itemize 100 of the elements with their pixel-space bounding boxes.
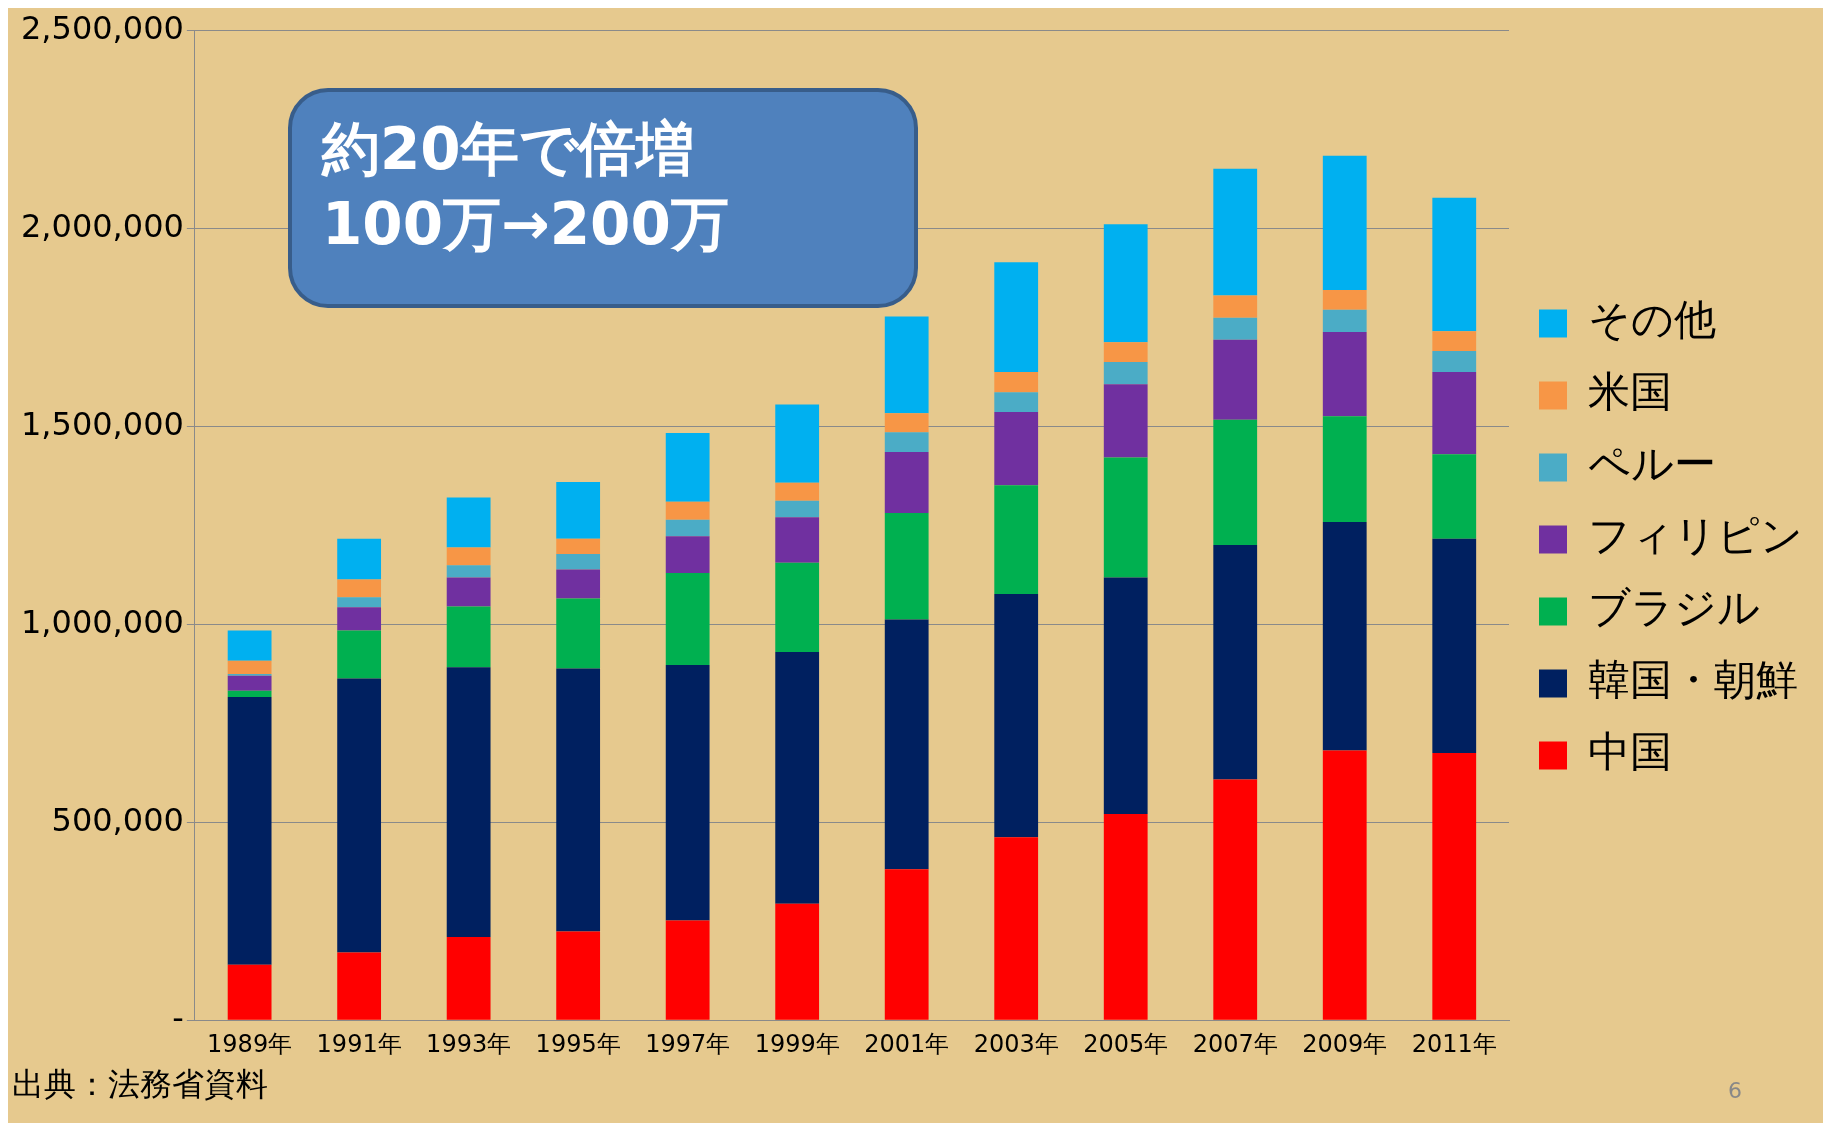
bar bbox=[775, 500, 820, 518]
y-tick-label: 1,500,000 bbox=[21, 404, 184, 443]
bar bbox=[884, 316, 929, 414]
bar bbox=[337, 607, 382, 631]
bar bbox=[665, 501, 710, 520]
bar bbox=[884, 413, 929, 433]
bar bbox=[994, 411, 1039, 486]
x-tick-label: 1993年 bbox=[426, 1029, 512, 1058]
bar bbox=[994, 371, 1039, 393]
x-tick-label: 1999年 bbox=[754, 1029, 840, 1058]
bar bbox=[1103, 342, 1148, 363]
bar bbox=[1322, 155, 1367, 290]
bar bbox=[994, 594, 1039, 838]
x-tick-label: 1989年 bbox=[207, 1029, 293, 1058]
bar bbox=[884, 451, 929, 513]
bar bbox=[1103, 813, 1148, 1020]
bar bbox=[337, 952, 382, 1020]
bar bbox=[446, 606, 491, 668]
bar bbox=[227, 697, 272, 965]
bar bbox=[337, 678, 382, 953]
y-tick-label: 2,500,000 bbox=[21, 8, 184, 47]
source-note: 出典：法務省資料 bbox=[12, 1064, 268, 1105]
bar bbox=[1103, 577, 1148, 814]
bar bbox=[665, 432, 710, 502]
bar bbox=[665, 519, 710, 537]
bar bbox=[1213, 779, 1258, 1020]
bar bbox=[665, 536, 710, 574]
legend-label: ブラジル bbox=[1588, 583, 1760, 633]
bar bbox=[1322, 750, 1367, 1020]
bar bbox=[1432, 752, 1477, 1020]
legend-label: フィリピン bbox=[1588, 511, 1803, 561]
annotation: 約20年で倍増 100万→200万 bbox=[322, 114, 730, 261]
bar bbox=[1432, 371, 1477, 455]
bar bbox=[665, 664, 710, 921]
legend-label: 中国 bbox=[1588, 727, 1672, 777]
bar bbox=[994, 837, 1039, 1020]
bar bbox=[227, 690, 272, 698]
bar bbox=[1213, 545, 1258, 780]
bar bbox=[884, 869, 929, 1020]
x-tick-label: 2003年 bbox=[973, 1029, 1059, 1058]
bar bbox=[775, 517, 820, 563]
bar bbox=[556, 931, 601, 1020]
bar bbox=[446, 497, 491, 548]
bar bbox=[994, 262, 1039, 372]
bar bbox=[446, 667, 491, 938]
bar bbox=[1432, 454, 1477, 539]
x-tick-label: 1995年 bbox=[535, 1029, 621, 1058]
y-tick-label: 1,000,000 bbox=[21, 602, 184, 641]
bar bbox=[556, 569, 601, 599]
y-tick-label: 2,000,000 bbox=[21, 206, 184, 245]
bar bbox=[1103, 362, 1148, 385]
bar bbox=[337, 630, 382, 679]
bar bbox=[1432, 197, 1477, 332]
bar bbox=[775, 651, 820, 904]
bar bbox=[884, 619, 929, 870]
x-tick-label: 2005年 bbox=[1083, 1029, 1169, 1058]
legend-label: その他 bbox=[1588, 295, 1716, 345]
x-tick-label: 2009年 bbox=[1302, 1029, 1388, 1058]
x-tick-label: 2011年 bbox=[1411, 1029, 1497, 1058]
x-tick-label: 1991年 bbox=[316, 1029, 402, 1058]
bar bbox=[884, 432, 929, 452]
bar bbox=[775, 562, 820, 652]
x-tick-label: 1997年 bbox=[645, 1029, 731, 1058]
bar bbox=[1103, 224, 1148, 343]
bar bbox=[337, 538, 382, 580]
bar bbox=[1213, 295, 1258, 318]
bar bbox=[1322, 289, 1367, 310]
bar bbox=[1213, 317, 1258, 340]
legend-label: 韓国・朝鮮 bbox=[1588, 655, 1798, 705]
y-tick-label: - bbox=[172, 998, 184, 1037]
bar bbox=[775, 404, 820, 483]
bar bbox=[337, 597, 382, 608]
bar bbox=[1213, 168, 1258, 296]
text: 6 bbox=[1728, 1078, 1742, 1103]
bar bbox=[994, 485, 1039, 595]
y-tick-label: 500,000 bbox=[51, 800, 184, 839]
bar bbox=[1213, 339, 1258, 420]
bar bbox=[446, 937, 491, 1020]
bar bbox=[1432, 350, 1477, 372]
bar bbox=[227, 964, 272, 1020]
bar bbox=[446, 547, 491, 566]
bar bbox=[884, 512, 929, 620]
callout-box: 約20年で倍増 100万→200万 bbox=[288, 88, 918, 308]
bar bbox=[1322, 522, 1367, 751]
bar bbox=[556, 482, 601, 539]
legend-label: ペルー bbox=[1588, 439, 1716, 489]
bar bbox=[227, 630, 272, 661]
bar bbox=[1103, 457, 1148, 578]
bar bbox=[446, 565, 491, 578]
bar bbox=[337, 579, 382, 598]
legend-label: 米国 bbox=[1588, 367, 1672, 417]
bar bbox=[556, 554, 601, 570]
bar bbox=[775, 903, 820, 1020]
bar bbox=[665, 573, 710, 665]
x-tick-label: 2007年 bbox=[1192, 1029, 1278, 1058]
bar bbox=[775, 482, 820, 501]
bar bbox=[665, 920, 710, 1020]
bar bbox=[1432, 331, 1477, 351]
bar bbox=[556, 598, 601, 669]
bar bbox=[556, 668, 601, 932]
